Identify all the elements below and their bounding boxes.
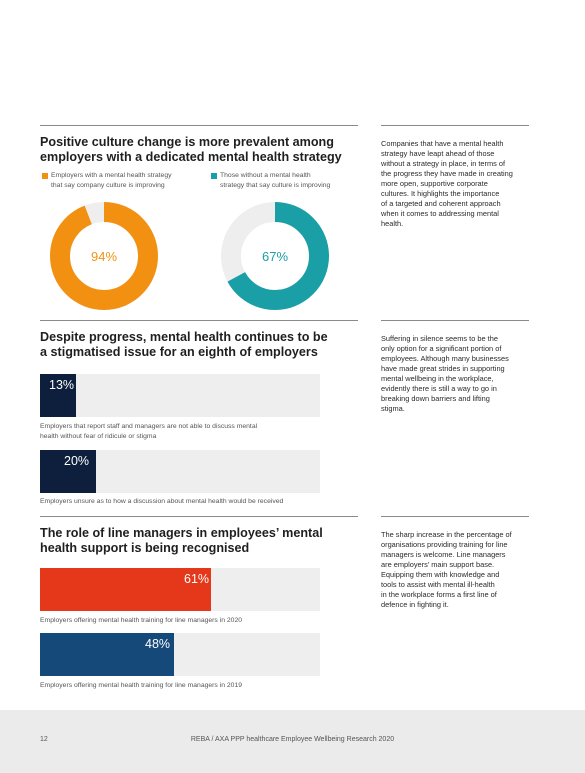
stigma-bar-fill (40, 374, 77, 417)
section1-side-line: the progress they have made in creating (381, 169, 513, 178)
section3-side-line: are employers’ main support base. (381, 560, 495, 569)
section3-side-line: defence in fighting it. (381, 600, 449, 609)
section3-side-line: tools to assist with mental ill-health (381, 580, 495, 589)
section3-side-line: in the workplace forms a first line of (381, 590, 497, 599)
section1-heading-line2: employers with a dedicated mental health… (40, 150, 342, 164)
section1-side-line: without a strategy in place, in terms of (381, 159, 506, 168)
section1-rule (40, 125, 358, 126)
training-2019-bar-value: 48% (145, 637, 171, 651)
section1-side-line: when it comes to addressing mental (381, 209, 499, 218)
section3-side-line: managers is welcome. Line managers (381, 550, 506, 559)
footer-title: REBA / AXA PPP healthcare Employee Wellb… (190, 736, 395, 743)
section1-heading: Positive culture change is more prevalen… (40, 135, 360, 165)
section1-side-line: strategy have leapt ahead of those (381, 149, 495, 158)
training-2020-bar-value: 61% (184, 572, 210, 586)
training-2019-bar-track: 48% (40, 633, 320, 676)
section1-side-text: Companies that have a mental health stra… (381, 139, 531, 229)
legend-without-strategy: Those without a mental health strategy t… (211, 171, 330, 190)
section2-side-line: have made great strides in supporting (381, 364, 505, 373)
section2-side-line: only option for a significant portion of (381, 344, 502, 353)
section2-side-rule (381, 320, 529, 321)
section2-rule (40, 320, 358, 321)
section2-side-line: Suffering in silence seems to be the (381, 334, 498, 343)
training-2019-caption: Employers offering mental health trainin… (40, 682, 243, 689)
section3-side-text: The sharp increase in the percentage of … (381, 530, 531, 610)
section1-side-line: Companies that have a mental health (381, 139, 504, 148)
unsure-bar-fill (40, 450, 96, 493)
stigma-caption-line1: Employers that report staff and managers… (40, 423, 258, 430)
legend-swatch-teal (211, 172, 217, 179)
section3-rule (40, 516, 358, 517)
section1-heading-line1: Positive culture change is more prevalen… (40, 135, 334, 149)
section2-side-line: evidently there is still a way to go in (381, 384, 497, 393)
legend-without-strategy-line1: Those without a mental health (220, 172, 311, 179)
legend-swatch-orange (42, 172, 48, 179)
section2-heading-line2: a stigmatised issue for an eighth of emp… (40, 345, 318, 359)
training-2020-bar-fill (40, 568, 211, 611)
legend-with-strategy-line1: Employers with a mental health strategy (51, 172, 172, 179)
section2-side-line: breaking down barriers and lifting (381, 394, 490, 403)
section1-side-rule (381, 125, 529, 126)
training-2020-bar-track: 61% (40, 568, 320, 611)
donut-slice-without-strategy (221, 202, 329, 310)
section3-side-line: The sharp increase in the percentage of (381, 530, 512, 539)
stigma-bar-track: 13% (40, 374, 320, 417)
page-number: 12 (40, 736, 48, 743)
section3-side-line: Equipping them with knowledge and (381, 570, 500, 579)
donut-chart-with-strategy: 94% (50, 202, 158, 310)
section1-side-line: health. (381, 219, 404, 228)
stigma-bar-caption: Employers that report staff and managers… (40, 422, 340, 441)
unsure-bar-track: 20% (40, 450, 320, 493)
training-2020-caption: Employers offering mental health trainin… (40, 617, 243, 624)
training-2019-bar-fill (40, 633, 175, 676)
section3-side-line: organisations providing training for lin… (381, 540, 508, 549)
page-footer: 12 REBA / AXA PPP healthcare Employee We… (0, 710, 585, 773)
section2-side-line: employees. Although many businesses (381, 354, 509, 363)
donut-value-label-with-strategy: 94% (91, 249, 117, 264)
section2-side-line: mental wellbeing in the workplace, (381, 374, 494, 383)
donut-slice-with-strategy (50, 202, 158, 310)
section1-side-line: of a targeted and coherent approach (381, 199, 501, 208)
section2-heading-line1: Despite progress, mental health continue… (40, 330, 328, 344)
section3-side-rule (381, 516, 529, 517)
legend-with-strategy-line2: that say company culture is improving (51, 181, 165, 189)
donut-chart-without-strategy: 67% (221, 202, 329, 310)
section3-heading: The role of line managers in employees’ … (40, 526, 360, 556)
section2-heading: Despite progress, mental health continue… (40, 330, 360, 360)
section1-side-line: cultures. It highlights the importance (381, 189, 500, 198)
legend-without-strategy-line2: strategy that say culture is improving (220, 181, 331, 189)
donut-value-label-without-strategy: 67% (262, 249, 288, 264)
stigma-caption-line2: health without fear of ridicule or stigm… (40, 432, 157, 440)
section3-heading-line2: health support is being recognised (40, 541, 250, 555)
unsure-bar-value: 20% (64, 454, 90, 468)
section2-side-text: Suffering in silence seems to be the onl… (381, 334, 531, 414)
section2-side-line: stigma. (381, 404, 405, 413)
unsure-bar-caption: Employers unsure as to how a discussion … (40, 498, 284, 505)
stigma-bar-value: 13% (49, 378, 75, 392)
section3-heading-line1: The role of line managers in employees’ … (40, 526, 323, 540)
section1-side-line: more open, supportive corporate (381, 179, 488, 188)
legend-with-strategy: Employers with a mental health strategy … (42, 171, 172, 190)
